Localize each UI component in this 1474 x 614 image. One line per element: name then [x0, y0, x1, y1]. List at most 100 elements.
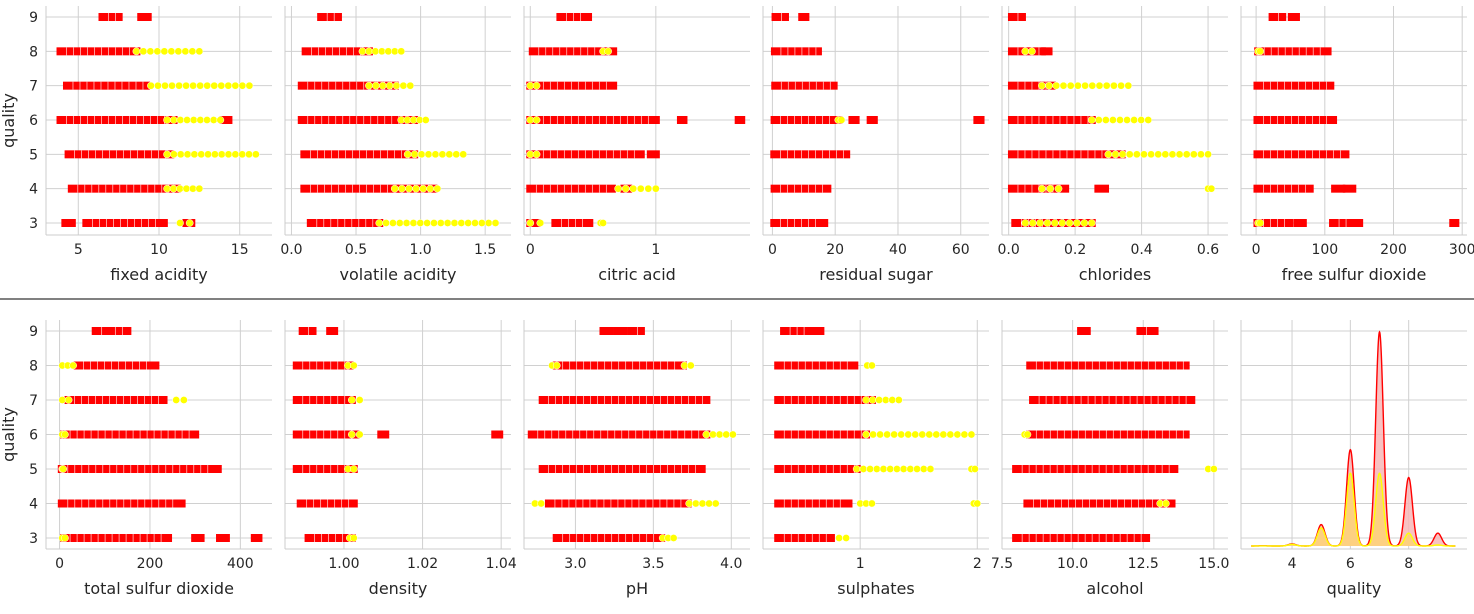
white-wine-point	[175, 81, 183, 90]
panel-chlorides: 0.0 0.2 0.4 0.6 chlorides	[998, 6, 1228, 284]
white-wine-point	[406, 81, 415, 90]
white-wine-point	[1118, 150, 1127, 159]
red-wine-points	[646, 150, 660, 159]
red-wine-points	[1253, 184, 1314, 193]
red-wine-points	[1023, 499, 1176, 508]
white-wine-point	[252, 150, 260, 159]
red-wine-points	[528, 47, 618, 56]
white-wine-point	[185, 219, 194, 227]
x-tick-label: 1.04	[486, 556, 517, 572]
white-wine-point	[1074, 81, 1082, 90]
white-wine-point	[371, 81, 380, 90]
white-wine-point	[347, 430, 356, 439]
red-wine-points	[770, 116, 843, 124]
red-wine-points	[1293, 219, 1307, 227]
white-wine-point	[888, 396, 897, 404]
x-axis-label: free sulfur dioxide	[1282, 265, 1427, 284]
x-tick-label: 10.0	[1057, 556, 1088, 572]
white-wine-point	[1197, 150, 1205, 159]
panel-fixed-acidity: 3 4 5 6 7 8 9 5 10 15 fixed acidity quality	[0, 6, 272, 284]
white-wine-point	[69, 361, 77, 370]
white-wine-point	[182, 184, 191, 193]
red-wine-points	[1254, 47, 1332, 56]
white-wine-point	[1256, 47, 1265, 56]
white-wine-point	[932, 430, 941, 439]
red-wine-points	[91, 327, 109, 335]
red-wine-points	[774, 361, 859, 370]
red-wine-points	[304, 534, 356, 542]
red-wine-points	[770, 219, 829, 227]
white-wine-point	[722, 430, 731, 439]
x-axis-label: total sulfur dioxide	[84, 579, 234, 598]
white-wine-point	[869, 430, 877, 439]
white-wine-point	[868, 396, 877, 404]
white-wine-point	[471, 219, 479, 227]
white-wine-point	[868, 499, 876, 508]
white-wine-point	[1168, 150, 1177, 159]
white-wine-point	[167, 47, 176, 56]
panel-pH: 3.0 3.5 4.0 pH	[523, 320, 750, 598]
white-wine-point	[452, 150, 461, 159]
red-wine-points	[1253, 81, 1335, 90]
white-wine-point	[245, 81, 254, 90]
white-wine-point	[698, 499, 707, 508]
red-wine-points	[56, 47, 141, 56]
x-tick-label: 100	[1311, 242, 1338, 258]
white-wine-point	[868, 361, 876, 370]
white-wine-point	[552, 361, 561, 370]
white-wine-point	[491, 219, 500, 227]
white-wine-point	[1161, 150, 1170, 159]
white-wine-point	[430, 219, 438, 227]
white-wine-point	[416, 219, 425, 227]
panel-alcohol: 7.5 10.0 12.5 15.0 alcohol	[991, 320, 1229, 598]
red-wine-points	[60, 534, 173, 542]
white-wine-point	[358, 47, 367, 56]
white-wine-point	[195, 184, 204, 193]
white-wine-point	[705, 499, 713, 508]
x-tick-label: 200	[137, 556, 164, 572]
white-wine-point	[1117, 81, 1125, 90]
white-wine-point	[183, 116, 191, 124]
x-tick-label: 4.0	[720, 556, 742, 572]
white-wine-point	[168, 81, 176, 90]
white-wine-point	[1038, 81, 1046, 90]
red-wine-points	[292, 396, 356, 404]
white-wine-point	[203, 116, 211, 124]
white-wine-point	[426, 184, 435, 193]
white-wine-point	[1073, 219, 1081, 227]
white-wine-point	[1043, 219, 1052, 227]
white-wine-point	[459, 150, 468, 159]
white-wine-point	[729, 430, 737, 439]
white-wine-point	[1144, 116, 1153, 124]
red-wine-points	[56, 116, 178, 124]
white-wine-point	[967, 430, 976, 439]
white-wine-point	[906, 465, 915, 473]
white-wine-point	[410, 150, 419, 159]
white-wine-point	[147, 81, 155, 90]
red-wine-points	[538, 396, 711, 404]
white-wine-point	[204, 150, 212, 159]
red-wine-points	[599, 327, 614, 335]
white-wine-point	[349, 465, 358, 473]
x-tick-label: 1.02	[407, 556, 438, 572]
red-wine-points	[105, 327, 132, 335]
white-wine-point	[398, 184, 406, 193]
white-wine-point	[1058, 219, 1067, 227]
red-wine-points	[973, 116, 985, 124]
white-wine-point	[419, 184, 428, 193]
white-wine-point	[1052, 81, 1061, 90]
red-wine-points	[301, 47, 373, 56]
white-wine-point	[224, 81, 233, 90]
red-wine-points	[798, 13, 810, 21]
red-wine-points	[734, 116, 746, 124]
white-wine-point	[1088, 81, 1097, 90]
white-wine-point	[355, 430, 364, 439]
white-wine-point	[445, 150, 454, 159]
white-wine-point	[1123, 116, 1131, 124]
y-axis-label: quality	[0, 93, 18, 148]
red-wine-points	[676, 116, 688, 124]
white-wine-point	[61, 534, 69, 542]
y-tick-label: 7	[29, 393, 38, 409]
red-wine-points	[210, 465, 222, 473]
white-wine-point	[702, 430, 711, 439]
